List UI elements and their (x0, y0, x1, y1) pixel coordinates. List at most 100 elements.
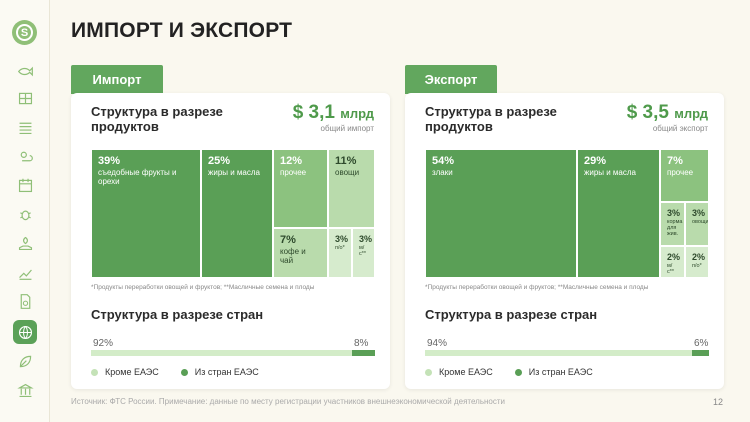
legend-item-eaeu: Из стран ЕАЭС (180, 367, 259, 377)
sidebar-item-bug[interactable] (0, 202, 50, 226)
tab-export[interactable]: Экспорт (405, 65, 497, 94)
weather-icon (20, 151, 33, 161)
non-eaeu-segment (425, 350, 692, 356)
field-icon (19, 122, 31, 134)
treemap-cell: 3% корма для жив. (660, 202, 685, 246)
import-country-bar: 92% 8% (91, 338, 375, 356)
cell-pct: 3% (359, 234, 373, 244)
export-footnote: *Продукты переработки овощей и фруктов; … (425, 284, 649, 291)
legend-item-non-eaeu: Кроме ЕАЭС (425, 367, 493, 377)
cell-pct: 29% (584, 155, 607, 167)
tab-import[interactable]: Импорт (71, 65, 163, 94)
calendar-icon (18, 178, 32, 192)
import-card-title: Структура в разрезе продуктов (91, 104, 223, 134)
legend-label: Кроме ЕАЭС (105, 367, 159, 377)
sidebar-item-leaf[interactable] (0, 349, 50, 373)
grid-icon (18, 92, 32, 104)
treemap-cell: 3% п/о* (328, 228, 352, 278)
globe-icon (18, 325, 32, 339)
legend-label: Из стран ЕАЭС (194, 367, 259, 377)
cell-pct: 39% (98, 155, 121, 167)
bar-track (91, 350, 375, 356)
export-total-note: общий экспорт (652, 124, 708, 133)
sidebar-item-plant[interactable] (0, 231, 50, 255)
treemap-cell: 54% злаки (425, 149, 577, 278)
cell-label: кофе и чай (280, 247, 306, 265)
legend-dot (514, 368, 522, 376)
export-treemap: 54% злаки 29% жиры и масла 7% прочее 3% … (425, 149, 709, 278)
legend-dot (425, 368, 432, 376)
cell-pct: 25% (208, 155, 231, 167)
import-treemap: 39% съедобные фрукты и орехи 25% жиры и … (91, 149, 375, 278)
eaeu-segment (692, 350, 709, 356)
treemap-cell: 7% прочее (660, 149, 709, 202)
cell-pct: 3% (667, 208, 681, 218)
export-total: $ 3,5 млрд общий экспорт (627, 102, 708, 133)
cell-pct: 2% (667, 252, 681, 262)
fish-icon (17, 66, 33, 76)
bug-icon (19, 210, 31, 220)
cell-pct: 7% (667, 155, 683, 167)
cell-label: п/о* (335, 245, 345, 251)
legend-dot (91, 368, 98, 376)
treemap-cell: 7% кофе и чай (273, 228, 328, 278)
non-eaeu-segment (91, 350, 352, 356)
export-card-title: Структура в разрезе продуктов (425, 104, 557, 134)
logo[interactable]: S (12, 20, 37, 45)
cell-label: съедобные фрукты и орехи (98, 168, 177, 186)
treemap-cell: 12% прочее (273, 149, 328, 228)
treemap-cell: 39% съедобные фрукты и орехи (91, 149, 201, 278)
legend-label: Кроме ЕАЭС (439, 367, 493, 377)
eaeu-segment (352, 350, 375, 356)
sidebar-item-calendar[interactable] (0, 173, 50, 197)
non-eaeu-pct: 92% (93, 338, 114, 349)
import-countries-title: Структура в разрезе стран (91, 307, 264, 322)
leaf-icon (19, 355, 31, 367)
treemap-cell: 25% жиры и масла (201, 149, 273, 278)
export-countries-title: Структура в разрезе стран (425, 307, 598, 322)
export-card: Структура в разрезе продуктов $ 3,5 млрд… (405, 93, 724, 389)
cell-label: корма для жив. (667, 219, 683, 237)
cell-pct: 3% (335, 234, 349, 244)
sidebar-item-bank[interactable] (0, 378, 50, 402)
sidebar-item-globe[interactable] (0, 320, 50, 344)
cell-label: м/с** (667, 263, 675, 275)
logo-mark: S (16, 24, 33, 41)
page-title: ИМПОРТ И ЭКСПОРТ (71, 19, 293, 42)
import-total-value: $ 3,1 млрд (292, 102, 374, 123)
eaeu-pct: 6% (694, 338, 709, 349)
cell-label: п/о* (692, 263, 702, 269)
cell-label: злаки (432, 168, 453, 177)
cell-pct: 2% (692, 252, 706, 262)
sidebar-item-grid[interactable] (0, 86, 50, 110)
cell-pct: 11% (335, 155, 357, 167)
sidebar-item-weather[interactable] (0, 144, 50, 168)
import-total: $ 3,1 млрд общий импорт (293, 102, 374, 133)
treemap-cell: 11% овощи (328, 149, 375, 228)
cell-label: м/с** (359, 245, 367, 257)
import-total-note: общий импорт (320, 124, 374, 133)
treemap-cell: 3% овощи (685, 202, 709, 246)
legend-item-eaeu: Из стран ЕАЭС (514, 367, 593, 377)
sidebar-item-field[interactable] (0, 115, 50, 139)
sidebar-item-fish[interactable] (0, 59, 50, 83)
chart-icon (18, 269, 32, 280)
sidebar-item-document[interactable] (0, 289, 50, 313)
active-item-highlight (13, 320, 37, 344)
cell-label: прочее (280, 168, 307, 177)
cell-pct: 7% (280, 234, 296, 246)
source-note: Источник: ФТС России. Примечание: данные… (71, 397, 506, 406)
treemap-cell: 2% п/о* (685, 246, 709, 278)
sidebar: S (0, 0, 50, 422)
non-eaeu-pct: 94% (427, 338, 448, 349)
cell-pct: 3% (692, 208, 706, 218)
eaeu-pct: 8% (354, 338, 369, 349)
cell-label: жиры и масла (208, 168, 260, 177)
plant-hand-icon (18, 236, 32, 250)
export-legend: Кроме ЕАЭС Из стран ЕАЭС (425, 367, 615, 377)
cell-label: жиры и масла (584, 168, 636, 177)
export-country-bar: 94% 6% (425, 338, 709, 356)
cell-pct: 54% (432, 155, 455, 167)
sidebar-item-chart[interactable] (0, 260, 50, 284)
bank-icon (16, 383, 34, 397)
